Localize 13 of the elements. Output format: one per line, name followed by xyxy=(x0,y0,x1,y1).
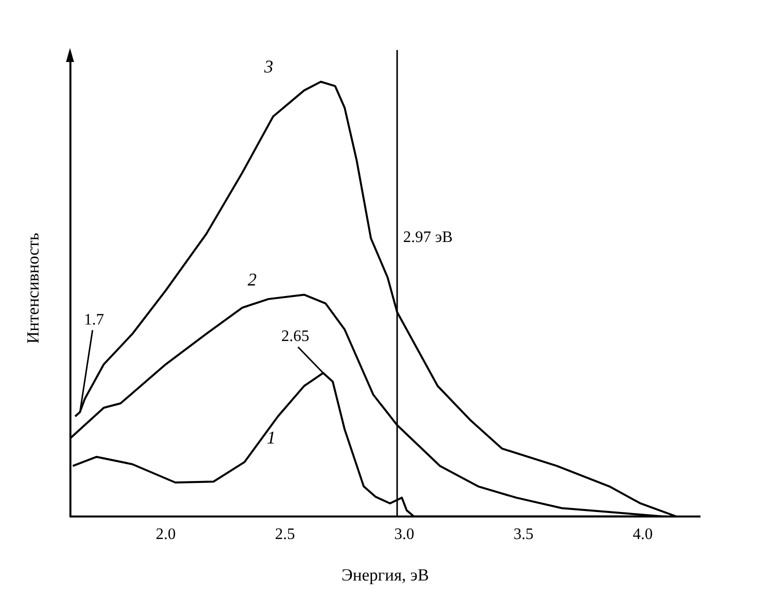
series-label: 3 xyxy=(263,56,274,76)
x-axis-title: Энергия, эВ xyxy=(342,565,429,584)
x-tick-label: 2.0 xyxy=(156,526,176,544)
annotation: 2.65 xyxy=(281,328,310,346)
ref-line-label: 2.97 эВ xyxy=(403,229,453,246)
series-label: 1 xyxy=(266,428,276,448)
y-axis-title: Интенсивность xyxy=(24,232,43,344)
x-tick-label: 4.0 xyxy=(632,526,653,544)
x-tick-label: 3.0 xyxy=(394,526,414,544)
series-label: 2 xyxy=(248,269,257,290)
annotation: 1.7 xyxy=(84,311,104,328)
x-tick-label: 3.5 xyxy=(514,526,534,544)
x-tick-label: 2.5 xyxy=(275,526,296,544)
